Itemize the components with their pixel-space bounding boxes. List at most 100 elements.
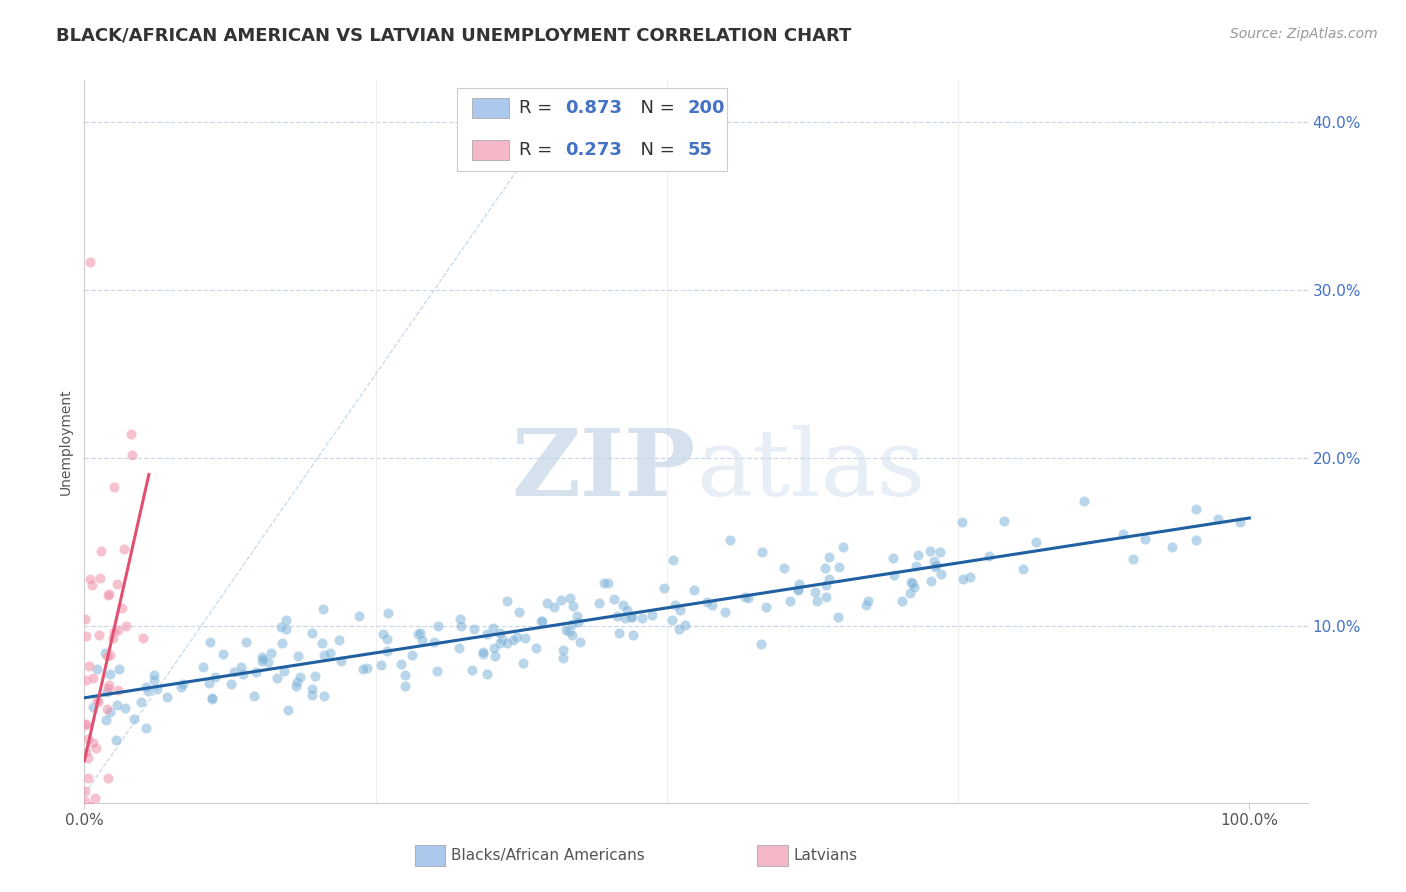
Point	[567, 615, 589, 629]
Point	[301, 689, 323, 703]
Point	[389, 657, 412, 672]
Point	[143, 668, 166, 682]
Point	[924, 559, 946, 574]
Point	[565, 609, 588, 624]
Point	[170, 681, 193, 695]
Point	[86, 662, 108, 676]
Point	[250, 649, 273, 664]
Point	[423, 634, 446, 648]
Point	[270, 636, 292, 650]
Point	[513, 631, 536, 645]
Point	[891, 594, 914, 608]
Point	[115, 619, 138, 633]
Point	[1073, 493, 1095, 508]
Point	[751, 637, 773, 651]
Point	[426, 665, 449, 679]
Point	[96, 702, 118, 716]
Point	[82, 736, 104, 750]
Point	[349, 608, 371, 623]
Point	[94, 646, 117, 660]
Point	[898, 586, 921, 600]
Point	[100, 666, 122, 681]
Point	[696, 595, 718, 609]
Point	[276, 623, 298, 637]
Point	[375, 643, 398, 657]
Point	[311, 636, 333, 650]
Point	[673, 618, 696, 632]
Point	[641, 607, 664, 622]
Point	[1135, 532, 1157, 546]
Point	[375, 632, 398, 646]
Point	[495, 636, 517, 650]
FancyBboxPatch shape	[457, 87, 727, 170]
Point	[614, 610, 637, 624]
Point	[409, 625, 432, 640]
Point	[560, 591, 582, 605]
Point	[920, 574, 942, 588]
Point	[901, 575, 924, 590]
Point	[122, 713, 145, 727]
Point	[827, 610, 849, 624]
Point	[84, 740, 107, 755]
Point	[530, 614, 553, 628]
Text: atlas: atlas	[696, 425, 925, 516]
FancyBboxPatch shape	[472, 98, 509, 119]
Point	[87, 695, 110, 709]
Point	[1122, 552, 1144, 566]
Point	[550, 593, 572, 607]
Point	[952, 572, 974, 586]
Point	[1185, 533, 1208, 547]
Point	[737, 591, 759, 606]
Point	[114, 700, 136, 714]
Point	[562, 599, 585, 613]
Text: N =: N =	[628, 99, 681, 117]
Point	[84, 791, 107, 805]
Point	[90, 855, 112, 869]
Point	[588, 596, 610, 610]
Point	[84, 855, 107, 869]
Point	[77, 732, 100, 747]
Point	[146, 682, 169, 697]
Point	[814, 590, 837, 604]
Point	[212, 648, 235, 662]
Point	[530, 614, 553, 628]
Point	[285, 674, 308, 689]
Point	[111, 601, 134, 615]
Text: 0.873: 0.873	[565, 99, 621, 117]
Point	[668, 623, 690, 637]
Point	[198, 635, 221, 649]
Point	[87, 628, 110, 642]
Point	[235, 634, 257, 648]
Point	[97, 771, 120, 785]
Point	[508, 605, 530, 619]
Point	[75, 745, 97, 759]
Point	[129, 695, 152, 709]
Point	[73, 784, 96, 798]
Point	[536, 596, 558, 610]
Point	[1025, 534, 1047, 549]
Point	[817, 549, 839, 564]
Text: Latvians: Latvians	[794, 848, 858, 863]
Point	[669, 603, 692, 617]
Point	[463, 623, 485, 637]
Point	[460, 663, 482, 677]
Point	[143, 673, 166, 687]
FancyBboxPatch shape	[472, 140, 509, 160]
Point	[105, 576, 128, 591]
Point	[108, 662, 131, 676]
Point	[718, 533, 741, 548]
Point	[98, 678, 121, 692]
Point	[105, 732, 128, 747]
Point	[318, 646, 340, 660]
Point	[204, 670, 226, 684]
Point	[555, 624, 578, 638]
Point	[482, 621, 505, 635]
Point	[290, 670, 312, 684]
Point	[714, 605, 737, 619]
Point	[652, 581, 675, 595]
Point	[75, 855, 97, 869]
Point	[75, 717, 97, 731]
Point	[813, 560, 835, 574]
Point	[922, 554, 945, 568]
Point	[904, 559, 927, 574]
